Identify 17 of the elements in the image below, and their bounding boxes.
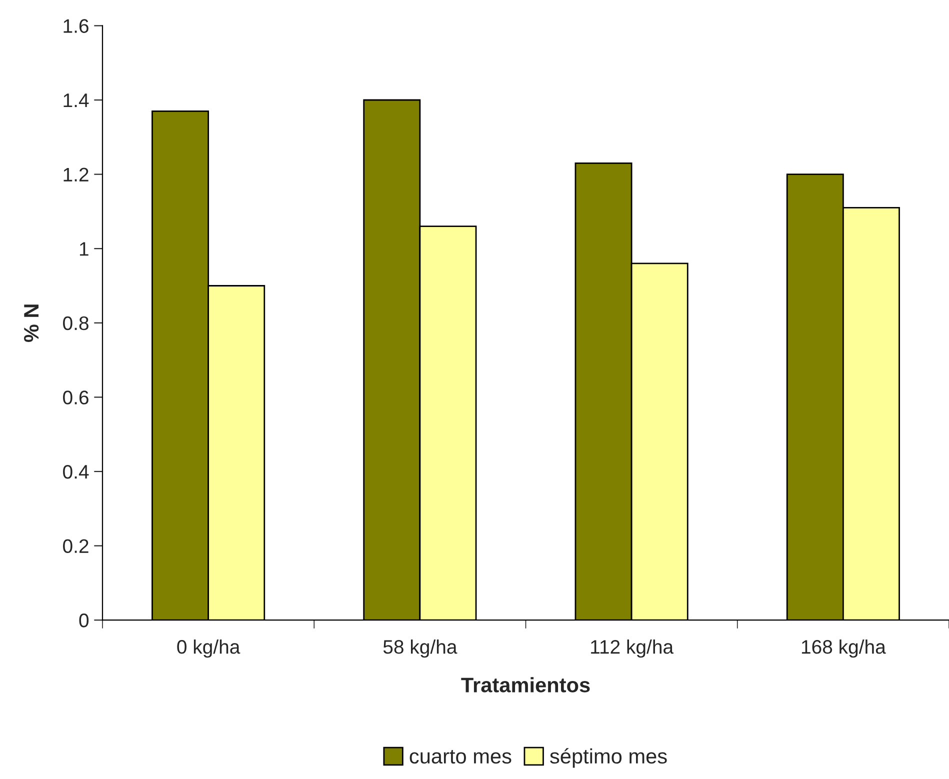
x-tick-label: 0 kg/ha	[177, 640, 240, 658]
x-tick-label: 168 kg/ha	[802, 640, 886, 658]
y-axis-title: % N	[24, 304, 39, 342]
y-tick-label: 1.6	[64, 19, 88, 33]
y-tick-label: 0.2	[63, 539, 88, 554]
x-axis-title: Tratamientos	[461, 677, 590, 692]
x-tick-label: 58 kg/ha	[383, 640, 458, 658]
y-tick-label: 1.2	[64, 168, 88, 182]
y-tick-label: 0.8	[63, 316, 88, 330]
x-tick-label: 112 kg/ha	[591, 640, 674, 658]
y-tick-label: 0	[79, 614, 89, 628]
y-tick-label: 1.4	[64, 94, 89, 108]
y-tick-label: 0.6	[63, 390, 88, 404]
legend-label: cuarto mes	[410, 750, 512, 764]
y-tick-label: 0.4	[63, 464, 89, 479]
legend-label: séptimo mes	[550, 748, 667, 768]
y-tick-label: 1	[80, 242, 88, 256]
